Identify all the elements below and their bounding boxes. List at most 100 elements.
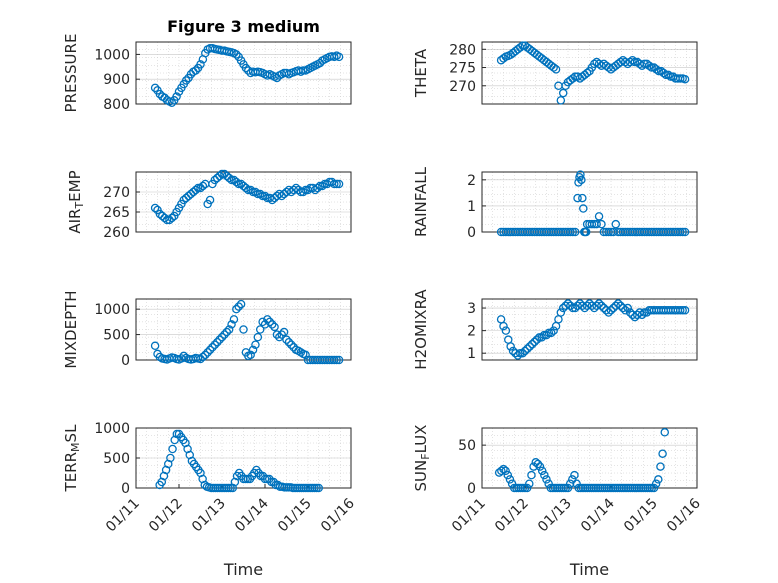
x-tick-label: 01/11 bbox=[103, 496, 143, 536]
data-point bbox=[172, 92, 181, 101]
data-point bbox=[535, 462, 545, 471]
y-tick-label: 500 bbox=[103, 451, 130, 467]
data-point bbox=[654, 66, 664, 76]
data-point bbox=[287, 340, 296, 349]
data-point bbox=[318, 181, 327, 191]
data-point bbox=[676, 306, 685, 315]
data-point bbox=[604, 308, 613, 317]
data-point bbox=[241, 63, 251, 73]
data-point bbox=[565, 479, 575, 488]
data-point bbox=[246, 350, 255, 360]
data-point bbox=[576, 170, 585, 179]
data-point bbox=[647, 63, 656, 72]
data-point bbox=[298, 187, 308, 197]
data-point bbox=[166, 453, 175, 463]
data-point bbox=[611, 219, 621, 229]
data-point bbox=[334, 52, 344, 62]
data-point bbox=[499, 54, 508, 63]
x-tick-label: 01/12 bbox=[492, 496, 532, 536]
data-point bbox=[587, 219, 597, 229]
y-tick-label: 1 bbox=[467, 346, 476, 362]
x-tick-label: 01/13 bbox=[535, 496, 575, 536]
data-point bbox=[623, 303, 632, 313]
subplot-air_temp: 260 265 270 AIRTEMP bbox=[66, 169, 352, 241]
data-point bbox=[205, 195, 215, 205]
y-axis-label: MIXDEPTH bbox=[62, 290, 80, 368]
data-point bbox=[604, 227, 613, 237]
y-tick-label: 270 bbox=[103, 185, 130, 201]
data-point bbox=[594, 212, 604, 221]
data-point bbox=[676, 227, 685, 237]
x-axis-label: Time bbox=[569, 560, 609, 579]
subplot-terr_msl: 0 500 1000 01/11 01/12 01/13 01/14 01/15 01/16 TE… bbox=[62, 421, 358, 579]
data-point bbox=[499, 464, 508, 474]
data-point bbox=[150, 83, 160, 93]
data-point bbox=[520, 346, 530, 356]
data-point bbox=[577, 175, 586, 185]
y-tick-label: 0 bbox=[467, 225, 476, 241]
data-point bbox=[279, 327, 289, 337]
data-point bbox=[527, 470, 536, 480]
x-tick-label: 01/12 bbox=[146, 496, 186, 536]
data-point bbox=[544, 328, 554, 338]
data-point bbox=[501, 466, 510, 476]
data-point bbox=[678, 306, 687, 315]
y-tick-label: 1000 bbox=[94, 47, 130, 63]
data-point bbox=[544, 479, 553, 488]
data-point bbox=[551, 65, 561, 74]
data-point bbox=[658, 449, 667, 458]
data-point bbox=[224, 173, 234, 183]
data-point bbox=[654, 475, 663, 484]
data-point bbox=[556, 308, 566, 317]
data-point bbox=[234, 302, 243, 311]
data-point bbox=[628, 55, 637, 65]
data-point bbox=[613, 299, 623, 308]
data-point bbox=[556, 96, 566, 105]
data-point bbox=[640, 59, 649, 69]
data-point bbox=[196, 60, 205, 69]
data-point bbox=[525, 479, 534, 488]
data-point bbox=[198, 352, 208, 362]
x-tick-label: 01/15 bbox=[621, 496, 661, 536]
data-point bbox=[570, 470, 579, 480]
data-point bbox=[644, 61, 654, 70]
data-point bbox=[537, 333, 546, 342]
data-point bbox=[496, 315, 506, 324]
y-tick-label: 900 bbox=[103, 72, 130, 88]
data-point bbox=[505, 475, 515, 484]
data-point bbox=[298, 66, 308, 75]
data-point bbox=[181, 76, 191, 85]
data-point bbox=[563, 483, 573, 493]
data-point bbox=[597, 219, 606, 229]
y-tick-label: 1000 bbox=[94, 302, 130, 318]
axes-box bbox=[481, 427, 698, 489]
y-axis-label: H2OMIXRA bbox=[412, 289, 430, 370]
data-point bbox=[332, 179, 341, 189]
y-tick-label: 0 bbox=[467, 481, 476, 497]
data-point bbox=[572, 479, 581, 488]
y-tick-label: 50 bbox=[458, 438, 476, 454]
data-point bbox=[208, 343, 217, 352]
data-point bbox=[263, 315, 272, 324]
data-point bbox=[652, 65, 661, 74]
data-point bbox=[515, 348, 525, 358]
data-point bbox=[529, 462, 538, 471]
data-point bbox=[501, 326, 511, 335]
data-point bbox=[210, 340, 220, 349]
x-tick-label: 01/14 bbox=[232, 495, 272, 535]
data-point bbox=[168, 444, 177, 454]
y-tick-label: 500 bbox=[103, 328, 130, 344]
data-point bbox=[660, 428, 670, 437]
axes-box bbox=[135, 298, 352, 361]
data-point bbox=[150, 341, 160, 351]
data-point bbox=[198, 181, 208, 191]
data-point bbox=[167, 213, 177, 223]
data-point bbox=[651, 479, 661, 488]
data-point bbox=[222, 327, 232, 337]
data-point bbox=[656, 462, 665, 471]
y-tick-label: 2 bbox=[467, 324, 476, 340]
data-point bbox=[272, 330, 282, 339]
data-point bbox=[212, 337, 222, 347]
subplot-pressure: 800 900 1000 PRESSURE Figure 3 medium bbox=[62, 17, 352, 113]
data-point bbox=[267, 320, 277, 329]
